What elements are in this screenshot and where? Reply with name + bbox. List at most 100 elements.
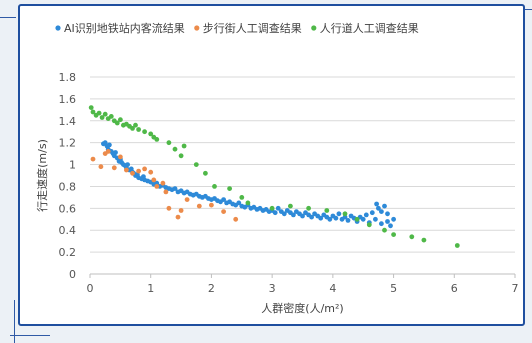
data-point-series-2 <box>111 165 117 171</box>
data-point-series-2 <box>136 168 141 174</box>
data-point-series-1 <box>291 212 296 218</box>
data-point-series-3 <box>203 170 208 176</box>
data-point-series-2 <box>175 214 181 220</box>
data-point-series-1 <box>236 200 242 206</box>
data-point-series-3 <box>288 203 293 209</box>
data-point-series-2 <box>184 197 190 203</box>
axes: 0 0.2 0.4 0.6 0.8 1 1.2 1.4 1.6 1.8 0 1 2 3 4 5 6 7 <box>59 71 519 295</box>
x-tick-label: 0 <box>87 282 94 295</box>
data-point-series-3 <box>172 146 178 152</box>
data-point-series-1 <box>382 203 387 209</box>
data-point-series-1 <box>379 221 384 227</box>
data-point-series-3 <box>245 200 251 206</box>
data-point-series-2 <box>90 156 96 162</box>
data-point-series-1 <box>172 186 178 192</box>
data-point-series-3 <box>409 234 415 240</box>
data-point-series-3 <box>269 205 275 211</box>
decor-line-top-right <box>520 9 532 10</box>
data-point-series-1 <box>113 150 118 155</box>
data-point-series-1 <box>107 142 112 148</box>
data-point-series-2 <box>209 202 214 208</box>
x-tick-label: 2 <box>208 282 215 295</box>
legend-marker-series-2 <box>194 25 200 31</box>
data-point-series-1 <box>360 216 366 222</box>
data-point-series-1 <box>385 219 390 224</box>
data-point-series-3 <box>421 237 427 243</box>
data-point-series-3 <box>324 208 330 213</box>
data-point-series-3 <box>366 222 372 228</box>
data-point-series-1 <box>376 205 381 211</box>
data-point-series-2 <box>98 164 104 170</box>
data-point-series-3 <box>118 117 123 123</box>
data-point-series-2 <box>233 216 239 222</box>
data-point-series-2 <box>154 184 160 189</box>
data-point-series-3 <box>99 115 105 120</box>
chart-frame: 0 0.2 0.4 0.6 0.8 1 1.2 1.4 1.6 1.8 0 1 2 3 4 5 6 7 AI识别地… <box>18 4 525 326</box>
data-point-series-1 <box>333 215 339 221</box>
data-point-series-1 <box>373 216 378 222</box>
y-tick-label: 1 <box>69 159 76 172</box>
data-point-series-1 <box>374 201 379 207</box>
data-point-series-3 <box>342 211 348 217</box>
data-point-series-1 <box>125 162 130 168</box>
data-point-series-1 <box>363 212 369 218</box>
data-point-series-2 <box>160 180 166 186</box>
data-point-series-3 <box>454 243 460 248</box>
data-point-series-3 <box>102 111 108 117</box>
y-tick-label: 1.4 <box>59 115 77 128</box>
data-point-series-1 <box>318 215 324 221</box>
data-point-series-1 <box>336 211 342 217</box>
data-point-series-1 <box>391 216 396 222</box>
y-axis-title: 行走速度(m/s) <box>35 139 49 212</box>
data-point-series-3 <box>96 110 102 116</box>
data-point-series-2 <box>151 177 157 183</box>
data-point-series-1 <box>221 197 227 203</box>
y-tick-label: 1.8 <box>59 71 77 84</box>
data-point-series-3 <box>239 195 245 200</box>
data-point-series-2 <box>142 166 147 172</box>
x-axis-title: 人群密度(人/m²) <box>261 301 343 315</box>
data-point-series-1 <box>327 216 333 222</box>
grid-lines <box>90 76 515 253</box>
data-point-series-2 <box>130 170 135 176</box>
data-point-series-1 <box>388 223 393 229</box>
decor-line-bottom-stub <box>10 335 50 336</box>
data-point-series-1 <box>309 214 314 220</box>
data-point-series-2 <box>148 169 154 175</box>
data-point-series-2 <box>221 209 227 215</box>
data-point-series-3 <box>136 127 141 132</box>
data-point-series-3 <box>306 205 311 211</box>
data-point-series-2 <box>166 205 172 211</box>
data-point-series-3 <box>193 162 199 168</box>
y-tick-label: 0.8 <box>59 180 77 193</box>
data-point-series-1 <box>275 205 281 211</box>
x-tick-label: 7 <box>512 282 519 295</box>
data-point-series-3 <box>166 140 172 146</box>
scatter-chart: 0 0.2 0.4 0.6 0.8 1 1.2 1.4 1.6 1.8 0 1 2 3 4 5 6 7 AI识别地… <box>35 21 519 315</box>
legend-marker-series-3 <box>311 25 317 31</box>
data-point-series-3 <box>108 114 114 119</box>
data-point-series-3 <box>212 184 217 189</box>
legend-label-series-2: 步行街人工调查结果 <box>203 21 302 35</box>
data-points <box>88 105 460 248</box>
legend: AI识别地铁站内客流结果 步行街人工调查结果 人行道人工调查结果 <box>55 21 419 35</box>
data-point-series-3 <box>133 122 138 128</box>
data-point-series-2 <box>118 154 123 160</box>
data-point-series-2 <box>124 167 129 173</box>
y-tick-label: 1.2 <box>59 137 77 150</box>
data-point-series-3 <box>142 129 147 135</box>
data-point-series-3 <box>382 227 387 233</box>
x-tick-label: 6 <box>451 282 458 295</box>
data-point-series-1 <box>345 218 351 223</box>
y-tick-label: 0.4 <box>59 224 77 237</box>
data-point-series-3 <box>90 109 96 115</box>
data-point-series-1 <box>272 210 278 216</box>
data-point-series-3 <box>114 120 120 126</box>
decor-line-top-left <box>0 17 16 18</box>
x-tick-label: 5 <box>390 282 397 295</box>
data-point-series-3 <box>88 105 94 110</box>
data-point-series-2 <box>196 203 202 209</box>
data-point-series-3 <box>354 216 360 222</box>
y-tick-label: 0.6 <box>59 202 77 215</box>
x-tick-label: 4 <box>329 282 336 295</box>
